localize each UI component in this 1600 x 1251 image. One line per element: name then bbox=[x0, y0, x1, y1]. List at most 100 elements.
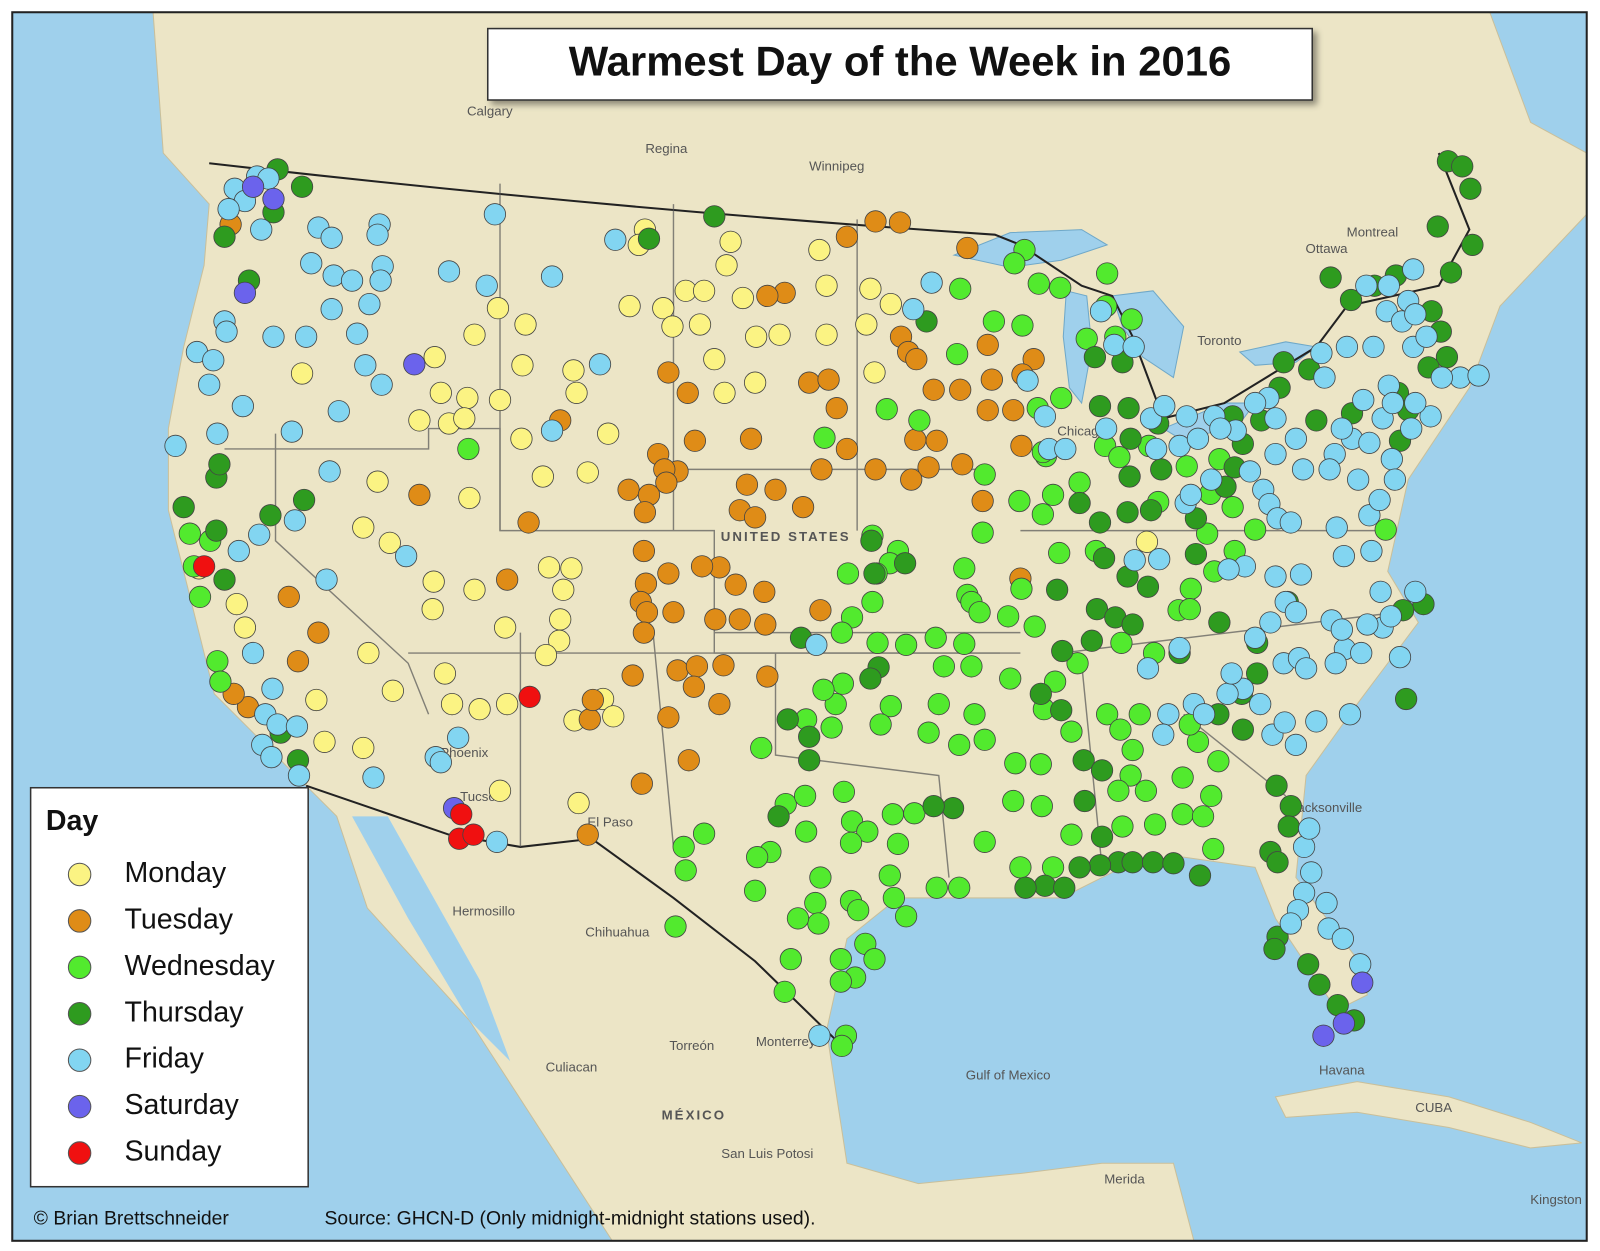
station-dot bbox=[233, 616, 257, 639]
station-dot bbox=[1313, 366, 1336, 389]
station-dot bbox=[241, 641, 265, 665]
station-dot bbox=[664, 915, 687, 938]
place-label: Chihuahua bbox=[585, 925, 650, 940]
station-dot bbox=[1352, 388, 1375, 412]
station-dot bbox=[227, 539, 250, 563]
station-dot bbox=[552, 578, 575, 601]
station-dot bbox=[925, 876, 948, 899]
station-dot bbox=[634, 572, 658, 595]
station-dot bbox=[206, 650, 229, 673]
station-dot bbox=[1192, 703, 1216, 726]
station-dot bbox=[863, 948, 886, 971]
station-dot bbox=[754, 613, 777, 636]
station-dot bbox=[1220, 662, 1243, 685]
station-dot bbox=[206, 422, 229, 445]
station-dot bbox=[971, 521, 994, 544]
station-dot bbox=[820, 716, 843, 739]
station-dot bbox=[688, 313, 712, 336]
station-dot bbox=[798, 725, 821, 748]
station-dot bbox=[835, 437, 859, 461]
station-dot bbox=[776, 708, 799, 731]
station-dot bbox=[976, 399, 999, 422]
station-dot bbox=[1272, 351, 1295, 374]
station-dot bbox=[1139, 499, 1163, 522]
station-dot bbox=[1426, 215, 1449, 238]
station-dot bbox=[562, 359, 585, 382]
station-dot bbox=[1289, 563, 1313, 586]
station-dot bbox=[683, 429, 707, 452]
legend-label: Monday bbox=[125, 857, 227, 889]
station-dot bbox=[719, 230, 742, 253]
station-dot bbox=[1002, 399, 1025, 422]
place-label: Merida bbox=[1104, 1172, 1145, 1187]
station-dot bbox=[1358, 431, 1381, 454]
station-dot bbox=[1118, 465, 1141, 488]
station-dot bbox=[621, 664, 644, 687]
station-dot bbox=[728, 608, 751, 631]
station-dot bbox=[1284, 427, 1308, 450]
station-dot bbox=[352, 736, 375, 760]
station-dot bbox=[1318, 458, 1341, 481]
place-label: Havana bbox=[1319, 1062, 1365, 1077]
source: Source: GHCN-D (Only midnight-midnight s… bbox=[324, 1207, 815, 1229]
station-dot bbox=[1325, 516, 1348, 539]
station-dot bbox=[808, 238, 831, 262]
station-dot bbox=[463, 323, 486, 346]
station-dot bbox=[1068, 471, 1091, 494]
station-dot bbox=[1350, 641, 1373, 665]
station-dot bbox=[677, 749, 700, 772]
station-dot bbox=[422, 570, 445, 593]
station-dot bbox=[829, 948, 852, 971]
station-dots bbox=[164, 150, 1490, 1058]
station-dot bbox=[863, 562, 886, 585]
station-dot bbox=[859, 667, 882, 690]
station-dot bbox=[888, 211, 912, 234]
station-dot bbox=[540, 265, 564, 288]
station-dot bbox=[743, 879, 767, 902]
station-dot bbox=[381, 679, 404, 702]
legend-swatch bbox=[67, 909, 92, 933]
place-label: Montreal bbox=[1347, 225, 1399, 240]
station-dot bbox=[217, 198, 240, 221]
station-dot bbox=[1016, 369, 1039, 392]
station-dot bbox=[1461, 233, 1484, 257]
station-dot bbox=[1143, 813, 1167, 836]
station-dot bbox=[178, 522, 201, 545]
station-dot bbox=[395, 544, 418, 568]
station-dot bbox=[1103, 333, 1126, 357]
station-dot bbox=[340, 269, 364, 292]
station-dot bbox=[917, 456, 940, 479]
station-dot bbox=[1041, 856, 1065, 879]
station-dot bbox=[692, 279, 716, 302]
station-dot bbox=[1090, 825, 1114, 848]
station-dot bbox=[192, 555, 216, 578]
station-dot bbox=[1004, 752, 1027, 775]
station-dot bbox=[617, 478, 640, 501]
station-dot bbox=[861, 590, 884, 614]
station-dot bbox=[1360, 539, 1383, 563]
place-label: Toronto bbox=[1197, 333, 1241, 348]
station-dot bbox=[1435, 346, 1459, 369]
station-dot bbox=[1381, 391, 1404, 415]
station-dot bbox=[295, 325, 318, 348]
station-dot bbox=[1080, 629, 1103, 652]
station-dot bbox=[618, 294, 641, 318]
station-dot bbox=[213, 225, 236, 248]
legend-label: Tuesday bbox=[125, 903, 234, 935]
station-dot bbox=[809, 866, 832, 889]
station-dot bbox=[900, 468, 923, 491]
station-dot bbox=[661, 315, 684, 338]
station-dot bbox=[1116, 501, 1139, 524]
place-label: Monterrey bbox=[756, 1034, 816, 1049]
station-dot bbox=[881, 803, 904, 826]
station-dot bbox=[917, 721, 940, 744]
station-dot bbox=[457, 437, 480, 461]
station-dot bbox=[973, 728, 996, 751]
station-dot bbox=[1383, 468, 1407, 491]
station-dot bbox=[1368, 488, 1391, 512]
station-dot bbox=[1008, 489, 1031, 513]
station-dot bbox=[657, 562, 680, 585]
station-dot bbox=[496, 568, 519, 591]
station-dot bbox=[1060, 823, 1083, 846]
legend: Monday Tuesday Wednesday Thursday Friday Satu… bbox=[67, 857, 276, 1168]
